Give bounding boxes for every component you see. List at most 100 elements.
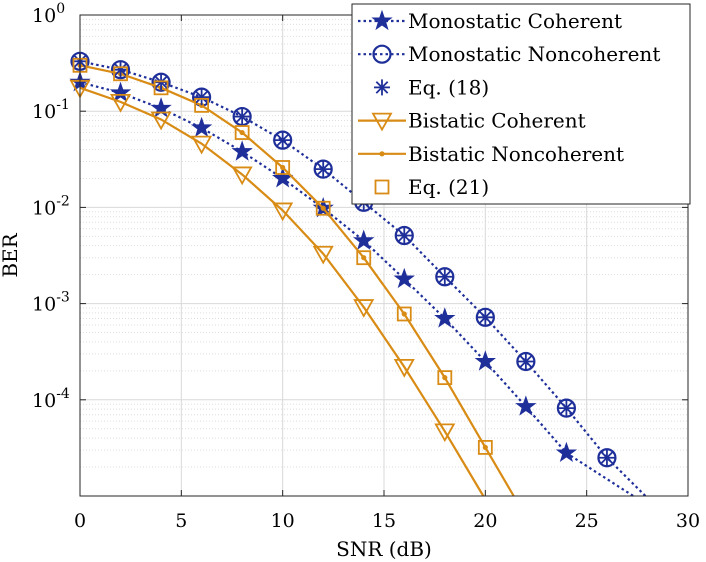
x-tick-label: 0	[74, 510, 86, 532]
dot-marker	[320, 205, 326, 211]
asterisk-stroke	[316, 162, 330, 176]
asterisk-marker	[558, 400, 575, 417]
legend-label: Bistatic Noncoherent	[408, 142, 624, 166]
dot-marker	[361, 255, 367, 261]
legend-label: Monostatic Coherent	[408, 9, 622, 33]
y-tick-label: 100	[32, 1, 65, 27]
star-marker	[231, 140, 253, 161]
star-marker	[515, 395, 537, 416]
star-marker	[150, 97, 172, 118]
square-marker	[396, 306, 412, 322]
asterisk-marker	[315, 161, 332, 178]
asterisk-marker	[234, 108, 251, 125]
legend-entry: Monostatic Coherent	[358, 9, 622, 33]
circle-marker	[475, 307, 495, 327]
asterisk-stroke	[479, 311, 492, 324]
star-marker	[190, 116, 213, 138]
asterisk-marker	[112, 61, 129, 78]
y-tick-label: 10-4	[32, 386, 70, 412]
triangle-marker	[272, 202, 294, 222]
x-tick-label: 20	[473, 510, 497, 532]
dot-marker	[199, 102, 205, 108]
triangle-marker	[353, 299, 375, 318]
legend-label: Eq. (18)	[408, 75, 489, 99]
triangle-marker	[231, 166, 253, 186]
asterisk-marker	[274, 132, 291, 149]
circle-marker	[597, 448, 617, 468]
asterisk-marker	[477, 309, 494, 326]
square-marker	[275, 160, 291, 175]
circle-marker	[313, 159, 333, 179]
dot-marker	[442, 375, 448, 381]
asterisk-stroke	[519, 355, 533, 368]
legend-entry: Eq. (21)	[374, 175, 489, 199]
asterisk-stroke	[195, 90, 208, 104]
triangle-marker	[312, 245, 334, 265]
legend-entry: Bistatic Noncoherent	[358, 142, 624, 166]
y-axis-label: BER	[0, 232, 22, 277]
triangle-marker	[150, 111, 172, 131]
circle-marker	[232, 106, 252, 127]
triangle-marker	[191, 135, 213, 155]
x-tick-label: 15	[372, 510, 396, 532]
asterisk-stroke	[235, 110, 249, 123]
square-marker	[153, 80, 169, 96]
dot-marker	[401, 311, 407, 317]
x-tick-labels: 0 5 10 15 20 25 30	[74, 510, 700, 532]
legend-box	[351, 3, 691, 205]
square-marker	[356, 250, 372, 266]
square-marker	[374, 179, 390, 195]
asterisk-marker	[598, 449, 615, 466]
circle-marker	[372, 44, 392, 64]
circle-marker	[435, 267, 455, 287]
square-marker	[113, 66, 128, 82]
asterisk-marker	[374, 79, 390, 96]
y-tick-label: 10-2	[32, 193, 70, 219]
star-marker	[434, 307, 456, 328]
series-eq-21-	[72, 57, 493, 455]
dot-marker	[379, 151, 385, 157]
asterisk-marker	[436, 268, 453, 285]
x-axis-label: SNR (dB)	[336, 537, 432, 561]
x-tick-label: 10	[271, 510, 295, 532]
circle-marker	[151, 72, 171, 92]
x-tick-label: 25	[575, 510, 599, 532]
y-tick-labels: 100 10-1 10-2 10-3 10-4	[32, 1, 70, 412]
dot-marker	[239, 129, 245, 136]
series-monostatic-coherent	[69, 71, 634, 497]
triangle-marker	[109, 93, 132, 113]
square-marker	[234, 125, 250, 140]
asterisk-marker	[517, 353, 534, 370]
asterisk-marker	[193, 89, 210, 106]
asterisk-stroke	[114, 63, 127, 77]
legend-entry: Eq. (18)	[374, 75, 489, 99]
circle-marker	[273, 130, 293, 150]
legend-label: Bistatic Coherent	[408, 109, 586, 133]
triangle-marker	[393, 358, 415, 378]
legend-label: Monostatic Noncoherent	[408, 42, 660, 66]
legend-entry: Monostatic Noncoherent	[358, 42, 660, 66]
dot-marker	[280, 164, 286, 171]
circle-marker	[556, 398, 577, 418]
asterisk-stroke	[600, 451, 614, 465]
star-marker	[353, 229, 375, 250]
asterisk-stroke	[438, 270, 452, 284]
square-marker	[477, 440, 493, 455]
dot-marker	[482, 444, 488, 451]
asterisk-marker	[396, 227, 413, 244]
y-tick-label: 10-3	[32, 290, 70, 316]
legend-label: Eq. (21)	[408, 175, 489, 199]
circle-marker	[394, 225, 414, 246]
asterisk-stroke	[154, 75, 168, 89]
circle-marker	[110, 60, 131, 80]
series-line	[79, 81, 634, 497]
asterisk-marker	[153, 74, 170, 91]
triangle-marker	[434, 423, 456, 443]
series-bistatic-coherent	[69, 79, 485, 497]
star-marker	[474, 350, 496, 371]
star-marker	[555, 441, 578, 463]
asterisk-stroke	[276, 133, 289, 147]
asterisk-stroke	[560, 401, 573, 415]
square-marker	[194, 97, 210, 113]
